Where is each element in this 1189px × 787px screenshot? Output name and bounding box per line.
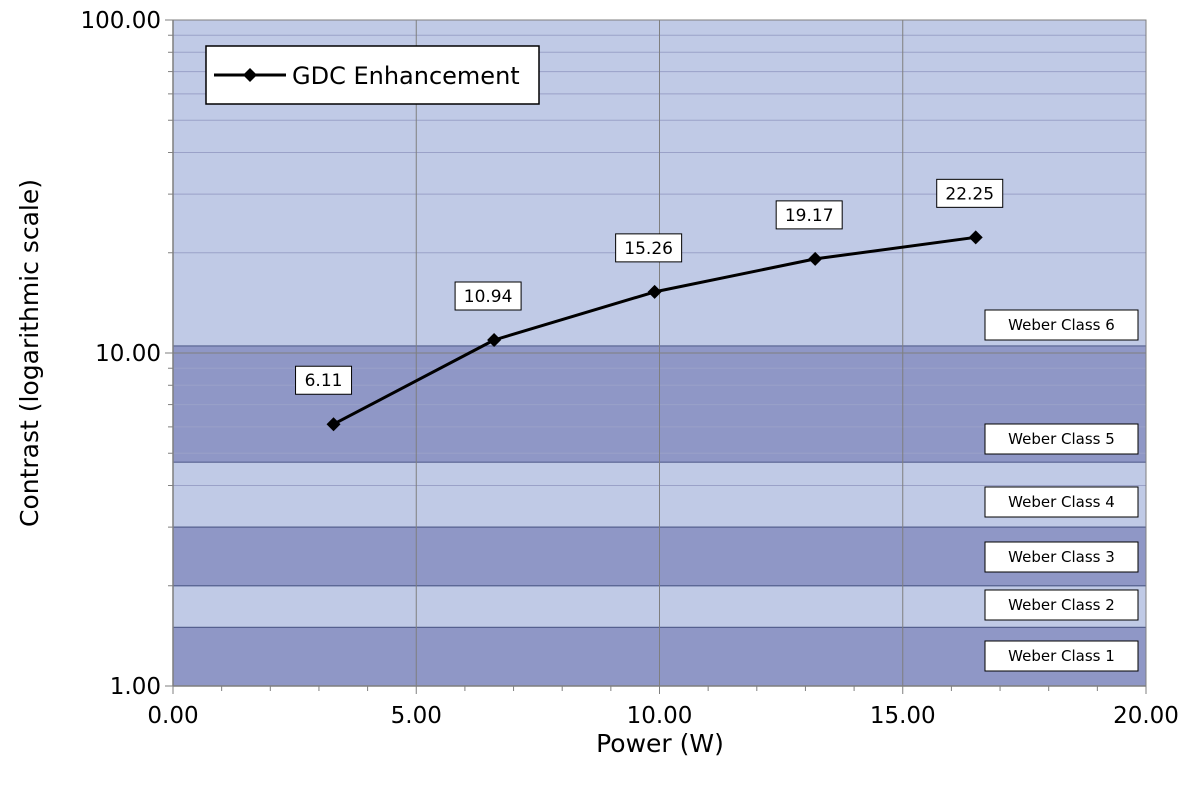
axes: 0.00 5.00 10.00 15.00 20.00 1.00 10.00 100.00	[81, 8, 1179, 729]
data-point	[487, 333, 502, 348]
data-point	[647, 284, 662, 299]
data-label-box	[615, 233, 683, 263]
x-tick-label: 20.00	[1113, 703, 1179, 729]
data-label: 22.25	[945, 184, 994, 204]
x-tick-label: 15.00	[870, 703, 936, 729]
data-label-box	[295, 365, 353, 395]
y-tick-label: 100.00	[81, 8, 161, 34]
band-label-4: Weber Class 4	[1008, 493, 1115, 511]
legend: GDC Enhancement	[205, 45, 540, 105]
y-tick-label: 1.00	[110, 674, 161, 700]
data-label-box	[936, 178, 1004, 208]
data-label-box	[454, 281, 522, 311]
band-label-2: Weber Class 2	[1008, 596, 1115, 614]
x-tick-label: 0.00	[147, 703, 198, 729]
data-point	[808, 251, 823, 266]
band-label-6: Weber Class 6	[1008, 316, 1115, 334]
band-label-box	[984, 541, 1139, 573]
x-tick-label: 10.00	[627, 703, 693, 729]
legend-marker	[243, 68, 257, 82]
y-axis-title: Contrast (logarithmic scale)	[15, 179, 44, 527]
data-point	[326, 417, 341, 432]
band-label-box	[984, 486, 1139, 518]
y-tick-label: 10.00	[95, 341, 161, 367]
band-label-box	[984, 589, 1139, 621]
band-label-5: Weber Class 5	[1008, 430, 1115, 448]
series-gdc-enhancement	[326, 230, 983, 432]
x-axis-title: Power (W)	[596, 729, 724, 758]
band-label-1: Weber Class 1	[1008, 647, 1115, 665]
legend-label: GDC Enhancement	[292, 62, 520, 90]
x-tick-label: 5.00	[391, 703, 442, 729]
band-label-box	[984, 423, 1139, 455]
data-label: 15.26	[624, 239, 673, 259]
data-label-box	[775, 200, 843, 230]
data-label: 6.11	[305, 371, 343, 391]
band-labels: Weber Class 1 Weber Class 2 Weber Class 3 W…	[984, 309, 1139, 672]
data-label: 10.94	[464, 287, 513, 307]
data-labels: 6.11 10.94 15.26 19.17 22.25	[295, 178, 1004, 395]
data-label: 19.17	[785, 206, 834, 226]
band-label-3: Weber Class 3	[1008, 548, 1115, 566]
grid-lines	[173, 19, 1146, 687]
band-label-box	[984, 309, 1139, 341]
band-label-box	[984, 640, 1139, 672]
data-point	[968, 230, 983, 245]
